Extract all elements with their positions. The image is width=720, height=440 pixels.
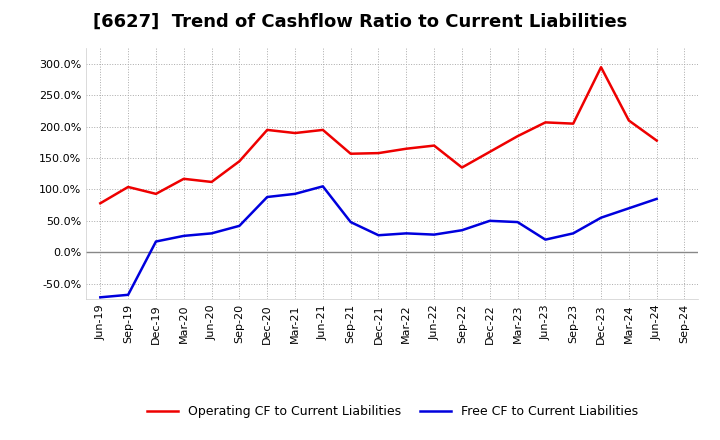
Free CF to Current Liabilities	[235, 223, 243, 228]
Operating CF to Current Liabilities	[458, 165, 467, 170]
Operating CF to Current Liabilities	[597, 65, 606, 70]
Operating CF to Current Liabilities	[152, 191, 161, 197]
Free CF to Current Liabilities	[96, 295, 104, 300]
Operating CF to Current Liabilities	[318, 127, 327, 132]
Line: Operating CF to Current Liabilities: Operating CF to Current Liabilities	[100, 67, 657, 203]
Operating CF to Current Liabilities	[346, 151, 355, 156]
Free CF to Current Liabilities	[541, 237, 550, 242]
Free CF to Current Liabilities	[291, 191, 300, 197]
Free CF to Current Liabilities	[652, 196, 661, 202]
Operating CF to Current Liabilities	[624, 118, 633, 123]
Operating CF to Current Liabilities	[430, 143, 438, 148]
Operating CF to Current Liabilities	[513, 133, 522, 139]
Operating CF to Current Liabilities	[569, 121, 577, 126]
Operating CF to Current Liabilities	[235, 159, 243, 164]
Free CF to Current Liabilities	[402, 231, 410, 236]
Operating CF to Current Liabilities	[207, 180, 216, 185]
Text: [6627]  Trend of Cashflow Ratio to Current Liabilities: [6627] Trend of Cashflow Ratio to Curren…	[93, 13, 627, 31]
Free CF to Current Liabilities	[207, 231, 216, 236]
Free CF to Current Liabilities	[485, 218, 494, 224]
Operating CF to Current Liabilities	[124, 184, 132, 190]
Free CF to Current Liabilities	[124, 292, 132, 297]
Line: Free CF to Current Liabilities: Free CF to Current Liabilities	[100, 187, 657, 297]
Free CF to Current Liabilities	[152, 239, 161, 244]
Operating CF to Current Liabilities	[179, 176, 188, 181]
Operating CF to Current Liabilities	[263, 127, 271, 132]
Operating CF to Current Liabilities	[96, 201, 104, 206]
Free CF to Current Liabilities	[597, 215, 606, 220]
Free CF to Current Liabilities	[458, 227, 467, 233]
Free CF to Current Liabilities	[318, 184, 327, 189]
Free CF to Current Liabilities	[263, 194, 271, 200]
Operating CF to Current Liabilities	[402, 146, 410, 151]
Operating CF to Current Liabilities	[374, 150, 383, 156]
Operating CF to Current Liabilities	[291, 130, 300, 136]
Free CF to Current Liabilities	[374, 233, 383, 238]
Free CF to Current Liabilities	[179, 233, 188, 238]
Free CF to Current Liabilities	[513, 220, 522, 225]
Free CF to Current Liabilities	[430, 232, 438, 237]
Operating CF to Current Liabilities	[485, 149, 494, 154]
Free CF to Current Liabilities	[569, 231, 577, 236]
Legend: Operating CF to Current Liabilities, Free CF to Current Liabilities: Operating CF to Current Liabilities, Fre…	[142, 400, 643, 423]
Free CF to Current Liabilities	[624, 205, 633, 211]
Free CF to Current Liabilities	[346, 220, 355, 225]
Operating CF to Current Liabilities	[541, 120, 550, 125]
Operating CF to Current Liabilities	[652, 138, 661, 143]
